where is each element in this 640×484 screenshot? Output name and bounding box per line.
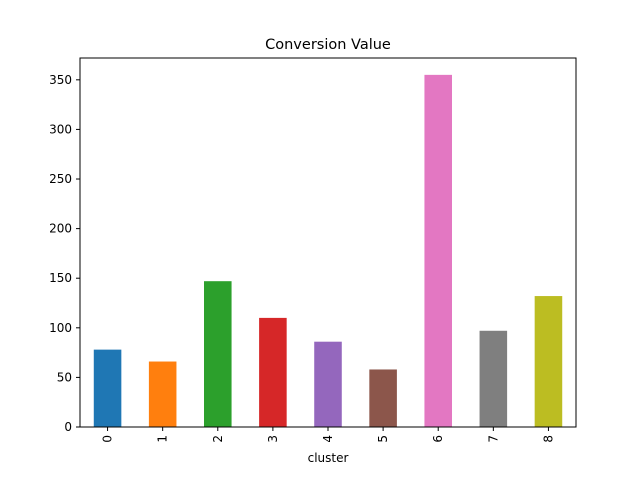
x-tick-label: 3 <box>266 435 280 443</box>
x-tick-label: 0 <box>101 435 115 443</box>
bar-cluster-3 <box>259 317 287 427</box>
x-tick-label: 4 <box>321 435 335 443</box>
bar-cluster-1 <box>148 361 177 427</box>
bar-series <box>93 74 563 428</box>
bar-cluster-8 <box>534 296 563 427</box>
y-tick-label: 100 <box>49 321 72 335</box>
y-tick-label: 200 <box>49 222 72 236</box>
y-tick-label: 50 <box>57 370 72 384</box>
x-tick-label: 2 <box>211 435 225 443</box>
bar-cluster-7 <box>479 330 508 427</box>
y-tick-label: 0 <box>64 420 72 434</box>
y-tick-label: 250 <box>49 172 72 186</box>
x-tick-label: 1 <box>156 435 170 443</box>
bar-cluster-6 <box>424 74 452 428</box>
bar-cluster-5 <box>369 369 397 427</box>
plot-frame <box>79 57 577 428</box>
x-tick-label: 6 <box>431 435 445 443</box>
x-tick-label: 5 <box>376 435 390 443</box>
bar-cluster-4 <box>314 341 342 427</box>
bar-cluster-0 <box>93 349 122 427</box>
bar-cluster-2 <box>204 281 232 427</box>
x-axis: 0 1 2 3 4 5 6 7 8 <box>101 427 555 443</box>
x-tick-label: 8 <box>541 435 555 443</box>
y-tick-label: 150 <box>49 271 72 285</box>
y-tick-label: 350 <box>49 73 72 87</box>
x-tick-label: 7 <box>486 435 500 443</box>
chart-title: Conversion Value <box>265 37 391 53</box>
y-tick-label: 300 <box>49 122 72 136</box>
y-axis: 0 50 100 150 200 250 300 350 <box>49 73 80 434</box>
x-axis-label: cluster <box>308 451 349 465</box>
